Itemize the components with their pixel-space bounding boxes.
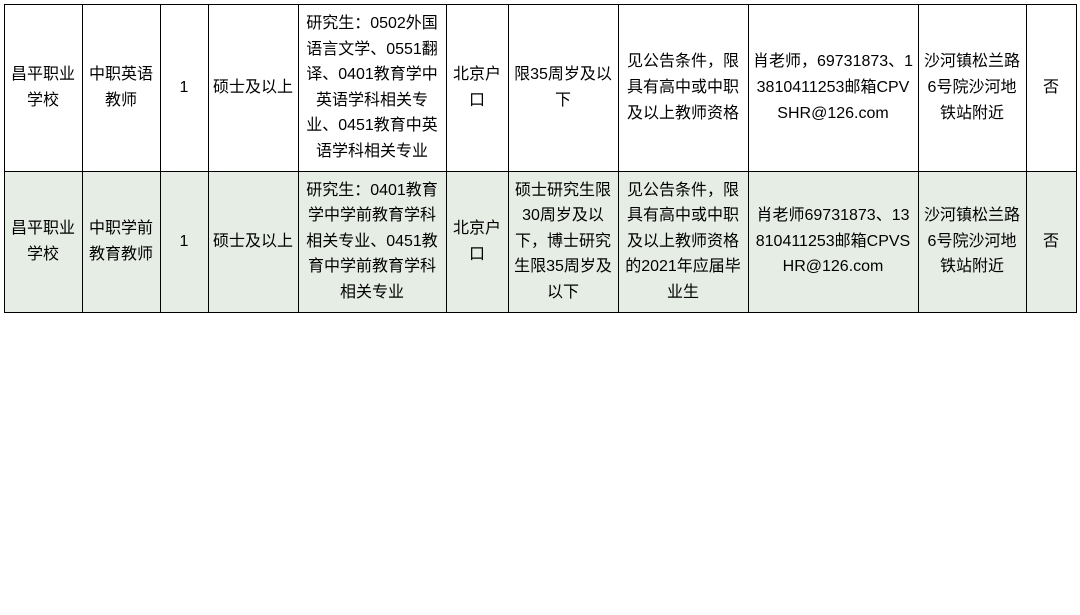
cell-contact: 肖老师，69731873、13810411253邮箱CPVSHR@126.com xyxy=(748,5,918,172)
cell-school: 昌平职业学校 xyxy=(4,5,82,172)
cell-requirement: 见公告条件，限具有高中或中职及以上教师资格 xyxy=(618,5,748,172)
cell-count: 1 xyxy=(160,5,208,172)
cell-major: 研究生：0401教育学中学前教育学科相关专业、0451教育中学前教育学科相关专业 xyxy=(298,171,446,312)
table-body: 昌平职业学校 中职英语教师 1 硕士及以上 研究生：0502外国语言文学、055… xyxy=(4,5,1076,313)
cell-flag: 否 xyxy=(1026,171,1076,312)
cell-position: 中职学前教育教师 xyxy=(82,171,160,312)
recruitment-table: 昌平职业学校 中职英语教师 1 硕士及以上 研究生：0502外国语言文学、055… xyxy=(4,4,1077,313)
table-row: 昌平职业学校 中职英语教师 1 硕士及以上 研究生：0502外国语言文学、055… xyxy=(4,5,1076,172)
cell-degree: 硕士及以上 xyxy=(208,171,298,312)
cell-age: 限35周岁及以下 xyxy=(508,5,618,172)
cell-position: 中职英语教师 xyxy=(82,5,160,172)
cell-requirement: 见公告条件，限具有高中或中职及以上教师资格的2021年应届毕业生 xyxy=(618,171,748,312)
cell-degree: 硕士及以上 xyxy=(208,5,298,172)
cell-age: 硕士研究生限30周岁及以下，博士研究生限35周岁及以下 xyxy=(508,171,618,312)
cell-flag: 否 xyxy=(1026,5,1076,172)
cell-major: 研究生：0502外国语言文学、0551翻译、0401教育学中英语学科相关专业、0… xyxy=(298,5,446,172)
cell-count: 1 xyxy=(160,171,208,312)
cell-hukou: 北京户口 xyxy=(446,171,508,312)
cell-address: 沙河镇松兰路6号院沙河地铁站附近 xyxy=(918,171,1026,312)
cell-contact: 肖老师69731873、13810411253邮箱CPVSHR@126.com xyxy=(748,171,918,312)
cell-hukou: 北京户口 xyxy=(446,5,508,172)
table-row: 昌平职业学校 中职学前教育教师 1 硕士及以上 研究生：0401教育学中学前教育… xyxy=(4,171,1076,312)
cell-address: 沙河镇松兰路6号院沙河地铁站附近 xyxy=(918,5,1026,172)
cell-school: 昌平职业学校 xyxy=(4,171,82,312)
